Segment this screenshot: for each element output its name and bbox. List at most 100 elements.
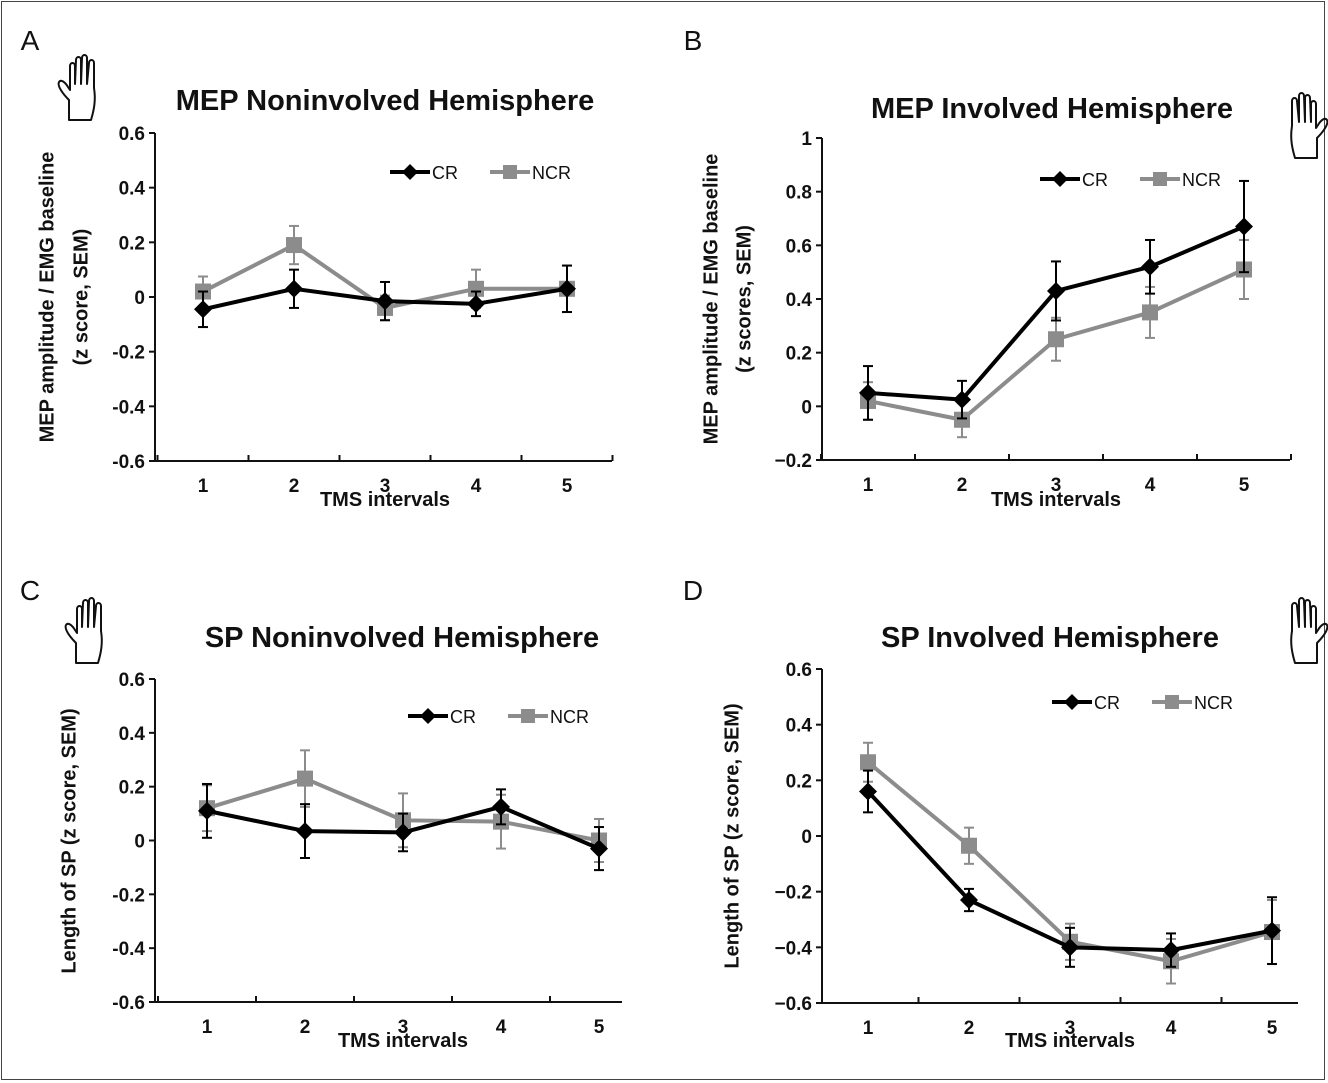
chart-title: MEP Involved Hemisphere xyxy=(871,93,1233,125)
y-tick-label: 0.4 xyxy=(119,179,146,200)
chart-panel-d: D SP Involved Hemisphere −0.6 −0.4 −0.2 0 0.2 0… xyxy=(683,575,1328,1052)
legend: CR NCR xyxy=(408,707,589,727)
legend-swatch-marker xyxy=(1165,695,1179,709)
hand-outline xyxy=(64,597,103,664)
y-tick-label: −0.4 xyxy=(774,938,812,959)
data-point xyxy=(558,279,576,298)
x-tick-label: 5 xyxy=(594,1017,605,1038)
legend-swatch-marker xyxy=(521,709,535,723)
y-tick-label: 0.4 xyxy=(786,290,813,311)
legend-swatch-marker xyxy=(402,164,418,180)
y-tick-label: 0 xyxy=(801,827,812,848)
x-tick-label: 3 xyxy=(1051,475,1062,496)
y-axis-label: (z score, SEM) xyxy=(70,229,92,366)
chart-panel-b: B MEP Involved Hemisphere −0.2 0 0.2 0.4 0.6 0.… xyxy=(684,25,1328,511)
data-point xyxy=(194,300,212,319)
panel-letter: D xyxy=(683,575,703,606)
chart-title: MEP Noninvolved Hemisphere xyxy=(176,85,594,117)
y-tick-label: 0.6 xyxy=(119,670,145,691)
legend-label: NCR xyxy=(550,707,589,727)
y-tick-label: 0 xyxy=(134,288,145,309)
legend-swatch-marker xyxy=(1153,172,1167,186)
data-point xyxy=(468,280,484,297)
data-point xyxy=(1162,941,1180,960)
x-axis-label: TMS intervals xyxy=(338,1030,468,1052)
hand-outline xyxy=(57,54,96,121)
x-tick-label: 2 xyxy=(964,1018,975,1039)
x-tick-label: 1 xyxy=(198,476,209,497)
legend-swatch-marker xyxy=(420,708,436,724)
legend-label: CR xyxy=(1082,170,1108,190)
legend: CR NCR xyxy=(1052,693,1233,713)
y-tick-label: −0.2 xyxy=(774,451,812,472)
y-tick-label: 0 xyxy=(134,832,145,853)
y-tick-label: 0.6 xyxy=(786,236,812,257)
series-cr xyxy=(198,782,608,872)
legend-label: CR xyxy=(432,163,458,183)
y-tick-label: 0.4 xyxy=(786,716,813,737)
y-tick-label: 0.6 xyxy=(786,660,812,681)
x-axis-label: TMS intervals xyxy=(1005,1030,1135,1052)
chart-panel-a: A MEP Noninvolved Hemisphere -0.6 -0.4 -0.2 0… xyxy=(21,25,614,511)
x-tick-label: 2 xyxy=(289,476,300,497)
data-point xyxy=(953,390,971,409)
x-axis-label: TMS intervals xyxy=(991,489,1121,511)
chart-panel-c: C SP Noninvolved Hemisphere -0.6 -0.4 -0.2 0 0… xyxy=(20,575,622,1052)
legend: CR NCR xyxy=(1040,170,1221,190)
data-point xyxy=(1142,304,1158,321)
data-point xyxy=(1263,921,1281,940)
data-point xyxy=(961,837,977,854)
legend-swatch-marker xyxy=(503,165,517,179)
data-point xyxy=(467,294,485,313)
series-cr xyxy=(194,264,576,329)
data-point xyxy=(198,801,216,820)
data-point xyxy=(492,797,510,816)
y-tick-label: -0.2 xyxy=(112,885,145,906)
y-tick-label: 0.2 xyxy=(119,778,145,799)
y-axis-label: Length of SP (z score, SEM) xyxy=(58,708,80,973)
series-cr xyxy=(859,769,1281,968)
x-tick-label: 1 xyxy=(863,475,874,496)
y-tick-label: 1 xyxy=(801,129,812,150)
y-tick-label: -0.6 xyxy=(112,452,145,473)
legend-swatch-marker xyxy=(1064,694,1080,710)
y-tick-label: -0.2 xyxy=(112,343,145,364)
legend-label: CR xyxy=(450,707,476,727)
chart-title: SP Involved Hemisphere xyxy=(881,622,1219,654)
hand-outline xyxy=(1290,597,1328,664)
y-tick-label: 0.2 xyxy=(119,233,145,254)
data-point xyxy=(1141,257,1159,276)
panel-letter: B xyxy=(684,25,703,56)
y-axis-label: MEP amplitude / EMG baseline xyxy=(36,152,58,443)
x-tick-label: 1 xyxy=(863,1018,874,1039)
hand-icon xyxy=(1290,92,1328,159)
x-tick-label: 5 xyxy=(562,476,573,497)
data-point xyxy=(1047,281,1065,300)
legend-label: NCR xyxy=(1182,170,1221,190)
data-point xyxy=(394,823,412,842)
legend-swatch-marker xyxy=(1052,171,1068,187)
x-tick-label: 3 xyxy=(1065,1018,1076,1039)
x-tick-label: 4 xyxy=(496,1017,507,1038)
y-tick-label: 0.8 xyxy=(786,183,812,204)
legend: CR NCR xyxy=(390,163,571,183)
data-point xyxy=(376,292,394,311)
legend-label: NCR xyxy=(1194,693,1233,713)
x-tick-label: 4 xyxy=(1145,475,1156,496)
data-point xyxy=(1061,938,1079,957)
y-tick-label: 0.6 xyxy=(119,124,145,145)
chart-title: SP Noninvolved Hemisphere xyxy=(205,622,599,654)
x-tick-label: 4 xyxy=(471,476,482,497)
data-point xyxy=(960,891,978,910)
data-point xyxy=(954,411,970,428)
x-axis-label: TMS intervals xyxy=(320,489,450,511)
hand-icon xyxy=(64,597,103,664)
legend-label: CR xyxy=(1094,693,1120,713)
y-tick-label: 0.2 xyxy=(786,344,812,365)
y-tick-label: 0 xyxy=(801,397,812,418)
x-tick-label: 3 xyxy=(380,476,391,497)
y-tick-label: 0.2 xyxy=(786,771,812,792)
data-point xyxy=(860,754,876,771)
